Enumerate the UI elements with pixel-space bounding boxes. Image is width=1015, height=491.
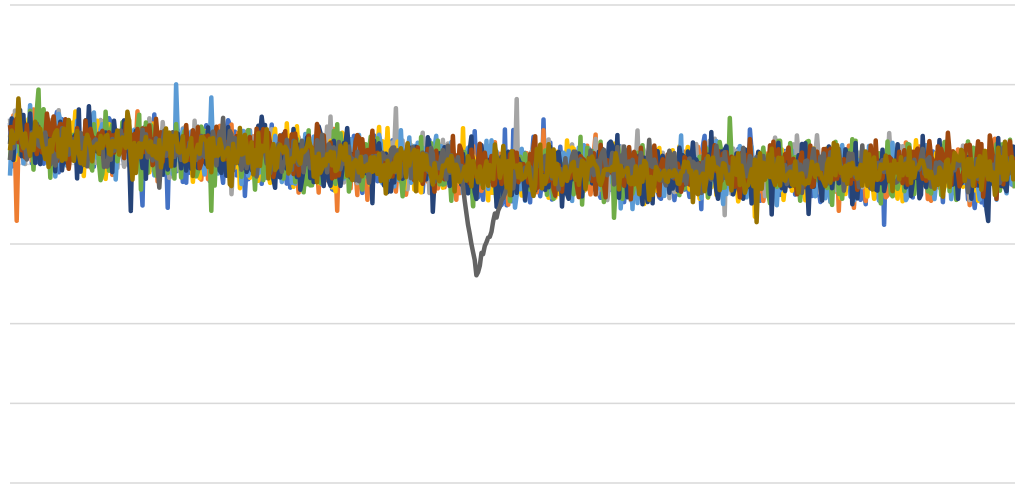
- series-lines: [7, 82, 1015, 278]
- gridlines: [10, 4, 1015, 484]
- series-line-10: [7, 96, 1015, 225]
